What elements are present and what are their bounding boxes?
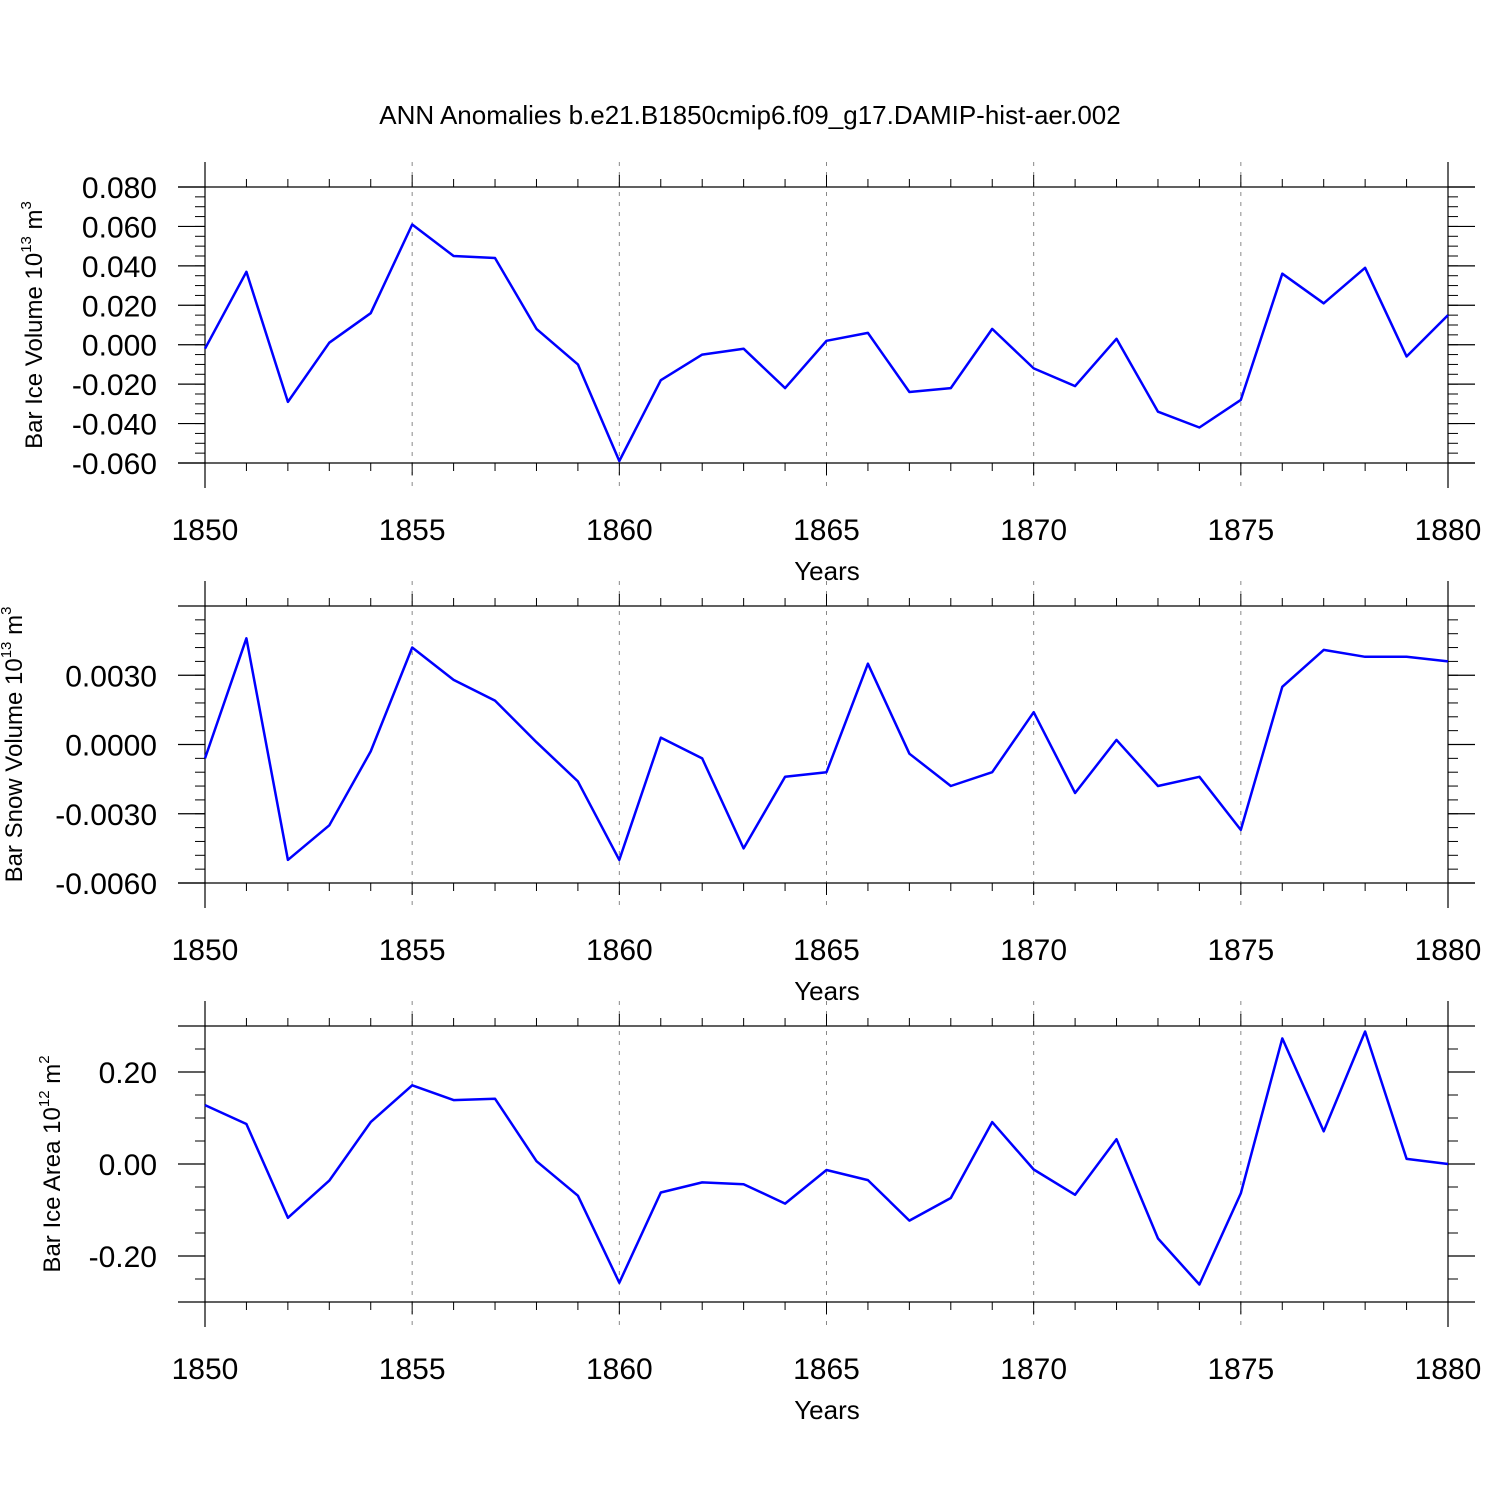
y-axis-label-text: Bar Ice Volume 10 — [21, 253, 48, 449]
x-tick-label: 1860 — [586, 1353, 653, 1386]
y-axis-label-unit: m — [39, 1064, 66, 1091]
x-tick-label: 1870 — [1000, 1353, 1067, 1386]
x-tick-label: 1850 — [172, 934, 239, 967]
y-axis-label-unit-exponent: 3 — [0, 607, 15, 615]
series-line — [204, 1030, 1449, 1286]
y-tick-label: 0.020 — [82, 290, 157, 323]
x-tick-label: 1860 — [586, 514, 653, 547]
panel-ice-area: -0.20 0.00 0.20 1850 1855 1860 1865 1870 1875 188… — [36, 1001, 1481, 1425]
y-axis-label-unit-exponent: 2 — [36, 1055, 53, 1063]
panel-snow-volume: -0.0060 -0.0030 0.0000 0.0030 1850 1855 1860 18… — [0, 581, 1481, 1006]
x-tick-label: 1855 — [379, 514, 446, 547]
x-tick-label: 1875 — [1207, 1353, 1274, 1386]
x-tick-label: 1855 — [379, 1353, 446, 1386]
x-tick-label: 1880 — [1415, 1353, 1482, 1386]
y-tick-label: -0.0060 — [55, 868, 157, 901]
y-tick-label: 0.080 — [82, 172, 157, 205]
y-axis-label-text: Bar Ice Area 10 — [39, 1107, 66, 1272]
y-axis-label-text: Bar Snow Volume 10 — [1, 658, 28, 882]
y-tick-label: 0.0000 — [65, 730, 157, 763]
y-axis-label-exponent: 12 — [36, 1090, 53, 1107]
y-axis-label-unit: m — [21, 209, 48, 236]
y-tick-label: -0.20 — [89, 1241, 157, 1274]
y-axis-label-exponent: 13 — [18, 236, 35, 253]
y-tick-label: 0.060 — [82, 211, 157, 244]
x-tick-label: 1865 — [793, 1353, 860, 1386]
x-axis-label: Years — [794, 1395, 860, 1425]
x-tick-label: 1865 — [793, 514, 860, 547]
y-axis-label-exponent: 13 — [0, 642, 15, 659]
y-tick-label: 0.20 — [99, 1057, 157, 1090]
y-axis-label: Bar Ice Area 1012 m2 — [36, 1055, 66, 1272]
y-tick-label: 0.00 — [99, 1149, 157, 1182]
x-tick-label: 1850 — [172, 1353, 239, 1386]
x-tick-label: 1880 — [1415, 934, 1482, 967]
y-tick-label: -0.020 — [72, 369, 157, 402]
x-tick-label: 1880 — [1415, 514, 1482, 547]
x-tick-label: 1870 — [1000, 934, 1067, 967]
y-tick-label: 0.040 — [82, 251, 157, 284]
x-tick-label: 1850 — [172, 514, 239, 547]
x-tick-label: 1855 — [379, 934, 446, 967]
x-tick-label: 1860 — [586, 934, 653, 967]
y-axis-label: Bar Snow Volume 1013 m3 — [0, 607, 28, 883]
y-axis-label-unit-exponent: 3 — [18, 201, 35, 209]
x-tick-label: 1875 — [1207, 514, 1274, 547]
y-tick-label: -0.040 — [72, 409, 157, 442]
y-axis-label-unit: m — [1, 615, 28, 642]
y-tick-label: 0.0030 — [65, 660, 157, 693]
figure-title: ANN Anomalies b.e21.B1850cmip6.f09_g17.D… — [379, 100, 1120, 130]
x-tick-label: 1865 — [793, 934, 860, 967]
x-tick-label: 1875 — [1207, 934, 1274, 967]
y-axis-label: Bar Ice Volume 1013 m3 — [18, 201, 48, 449]
y-tick-label: -0.0030 — [55, 799, 157, 832]
x-tick-label: 1870 — [1000, 514, 1067, 547]
y-tick-label: 0.000 — [82, 330, 157, 363]
y-tick-label: -0.060 — [72, 448, 157, 481]
panel-ice-volume: -0.060 -0.040 -0.020 0.000 0.020 0.040 0.060 0.… — [18, 162, 1481, 586]
